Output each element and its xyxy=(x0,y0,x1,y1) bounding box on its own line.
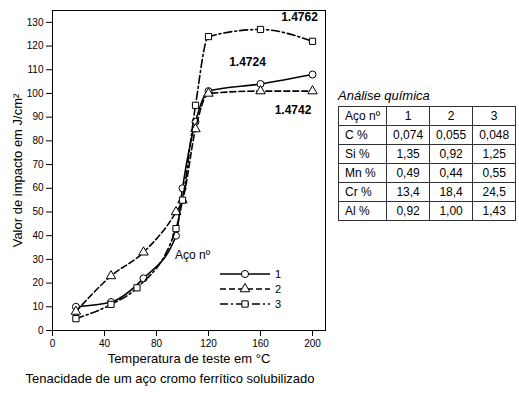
svg-text:Temperatura de teste em °C: Temperatura de teste em °C xyxy=(108,351,271,366)
html-text:0,44: 0,44 xyxy=(439,166,463,180)
html-text:1,43: 1,43 xyxy=(482,204,506,218)
svg-text:160: 160 xyxy=(252,338,269,349)
html-text:Aço nº: Aço nº xyxy=(345,109,381,123)
html-text:1,35: 1,35 xyxy=(396,147,420,161)
html-text:C %: C % xyxy=(345,128,368,142)
svg-text:0: 0 xyxy=(38,325,44,336)
svg-text:130: 130 xyxy=(27,17,44,28)
svg-text:Valor de impacto em J/cm²: Valor de impacto em J/cm² xyxy=(10,93,25,247)
html-text:0,92: 0,92 xyxy=(439,147,463,161)
html-text:Análise química: Análise química xyxy=(338,88,430,103)
svg-text:80: 80 xyxy=(151,338,163,349)
svg-text:Aço nº: Aço nº xyxy=(175,248,211,262)
svg-text:1.4724: 1.4724 xyxy=(229,55,266,69)
svg-text:70: 70 xyxy=(32,159,44,170)
svg-text:1.4762: 1.4762 xyxy=(281,10,318,24)
svg-text:90: 90 xyxy=(32,111,44,122)
svg-text:80: 80 xyxy=(32,135,44,146)
html-text:0,49: 0,49 xyxy=(396,166,420,180)
svg-text:1: 1 xyxy=(275,268,281,280)
html-text:13,4: 13,4 xyxy=(396,185,420,199)
html-text:1,00: 1,00 xyxy=(439,204,463,218)
html-text:24,5: 24,5 xyxy=(482,185,506,199)
html-text:0,055: 0,055 xyxy=(436,128,467,142)
svg-text:1.4742: 1.4742 xyxy=(275,103,312,117)
svg-text:100: 100 xyxy=(27,88,44,99)
svg-text:200: 200 xyxy=(304,338,321,349)
svg-text:3: 3 xyxy=(275,298,281,310)
svg-text:30: 30 xyxy=(32,254,44,265)
html-text:0,048: 0,048 xyxy=(479,128,510,142)
html-text:Al %: Al % xyxy=(345,204,370,218)
html-text:1: 1 xyxy=(404,109,412,123)
svg-text:120: 120 xyxy=(200,338,217,349)
html-text:1,25: 1,25 xyxy=(482,147,506,161)
html-text:0,55: 0,55 xyxy=(482,166,506,180)
html-text:18,4: 18,4 xyxy=(439,185,463,199)
html-text:2: 2 xyxy=(447,109,455,123)
svg-text:60: 60 xyxy=(32,182,44,193)
html-text:0,92: 0,92 xyxy=(396,204,420,218)
html-text:Cr %: Cr % xyxy=(345,185,372,199)
svg-text:50: 50 xyxy=(32,206,44,217)
html-text:Tenacidade de um aço cromo fer: Tenacidade de um aço cromo ferrítico sol… xyxy=(25,371,315,386)
html-text:Si %: Si % xyxy=(345,147,370,161)
svg-text:20: 20 xyxy=(32,277,44,288)
svg-text:10: 10 xyxy=(32,301,44,312)
svg-text:40: 40 xyxy=(32,230,44,241)
svg-text:40: 40 xyxy=(99,338,111,349)
svg-text:120: 120 xyxy=(27,40,44,51)
svg-text:0: 0 xyxy=(50,338,56,349)
svg-text:110: 110 xyxy=(28,64,44,75)
html-text:0,074: 0,074 xyxy=(393,128,424,142)
html-text:3: 3 xyxy=(490,109,498,123)
html-text:Mn %: Mn % xyxy=(345,166,376,180)
svg-text:2: 2 xyxy=(275,283,281,295)
